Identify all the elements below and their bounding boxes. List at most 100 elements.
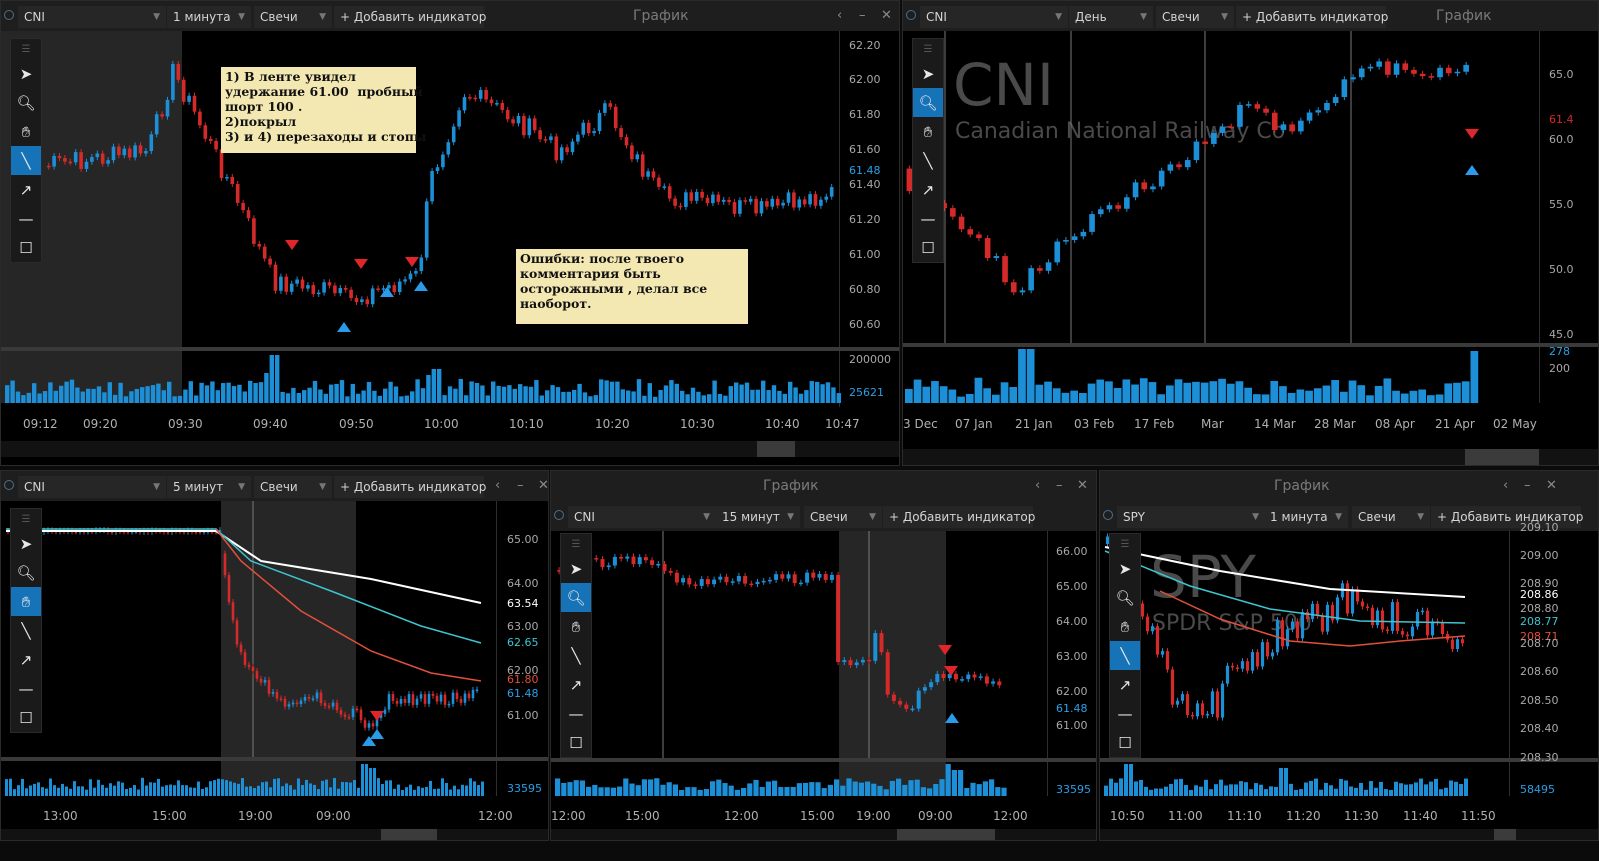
- pane-divider[interactable]: [1100, 758, 1598, 762]
- symbol-select[interactable]: CNI ▼: [568, 506, 716, 528]
- chart-type-select[interactable]: Свечи ▼: [254, 6, 332, 28]
- hand-icon[interactable]: ✋︎: [21, 122, 31, 141]
- annotation-note-2[interactable]: Ошибки: после твоего комментария быть ос…: [516, 249, 748, 324]
- pin-icon[interactable]: [4, 10, 14, 20]
- chart-type-select[interactable]: Свечи ▼: [1352, 506, 1430, 528]
- hand-icon[interactable]: ✋︎: [11, 587, 41, 616]
- navigator-handle[interactable]: [1494, 829, 1516, 840]
- hline-icon[interactable]: —: [18, 209, 34, 228]
- pointer-icon[interactable]: ➤: [569, 559, 583, 578]
- chart-type-select[interactable]: Свечи ▼: [1156, 6, 1234, 28]
- pin-icon[interactable]: [906, 10, 916, 20]
- symbol-select[interactable]: CNI ▼: [18, 476, 166, 498]
- zoom-icon[interactable]: 🔍︎: [16, 563, 36, 582]
- collapse-icon[interactable]: ‹: [1035, 478, 1041, 493]
- navigator-handle[interactable]: [381, 829, 437, 840]
- rect-icon[interactable]: ☐: [569, 733, 583, 752]
- navigator-scrollbar[interactable]: [1100, 829, 1598, 840]
- close-icon[interactable]: ✕: [538, 478, 549, 493]
- line-icon[interactable]: ╲: [1110, 641, 1140, 670]
- zoom-icon[interactable]: 🔍︎: [1115, 588, 1135, 607]
- pane-divider[interactable]: [1, 347, 899, 351]
- zoom-icon[interactable]: 🔍︎: [16, 93, 36, 112]
- collapse-icon[interactable]: ‹: [1503, 478, 1509, 493]
- add-indicator-button[interactable]: + Добавить индикатор: [1431, 506, 1583, 528]
- pin-icon[interactable]: [554, 510, 564, 520]
- zoom-icon[interactable]: 🔍︎: [561, 583, 591, 612]
- rect-icon[interactable]: ☐: [19, 238, 33, 257]
- pane-divider[interactable]: [551, 758, 1096, 762]
- hand-icon[interactable]: ✋︎: [923, 122, 933, 141]
- pin-icon[interactable]: [1103, 510, 1113, 520]
- interval-select[interactable]: 15 минут ▼: [716, 506, 800, 528]
- navigator-handle[interactable]: [897, 829, 995, 840]
- add-indicator-button[interactable]: + Добавить индикатор: [334, 6, 486, 28]
- interval-select[interactable]: 1 минута ▼: [1264, 506, 1348, 528]
- add-indicator-button[interactable]: + Добавить индикатор: [334, 476, 486, 498]
- pointer-icon[interactable]: ➤: [19, 534, 33, 553]
- annotation-note-1[interactable]: 1) В ленте увидел удержание 61.00 пробны…: [221, 67, 426, 153]
- symbol-select[interactable]: SPY ▼: [1117, 506, 1265, 528]
- grip-icon[interactable]: ☰: [923, 43, 933, 55]
- zoom-icon[interactable]: 🔍︎: [913, 88, 943, 117]
- minimize-icon[interactable]: –: [1524, 478, 1531, 493]
- hline-icon[interactable]: —: [920, 209, 936, 228]
- close-icon[interactable]: ✕: [881, 8, 892, 23]
- pane-divider[interactable]: [1, 757, 548, 761]
- add-indicator-button[interactable]: + Добавить индикатор: [1236, 6, 1388, 28]
- interval-select[interactable]: 5 минут ▼: [167, 476, 251, 498]
- hline-icon[interactable]: —: [1117, 704, 1133, 723]
- line-icon[interactable]: ╲: [21, 621, 31, 640]
- interval-select[interactable]: 1 минута ▼: [167, 6, 251, 28]
- minimize-icon[interactable]: –: [1056, 478, 1063, 493]
- minimize-icon[interactable]: –: [517, 478, 524, 493]
- arrow-icon[interactable]: ↗: [921, 180, 935, 199]
- close-icon[interactable]: ✕: [1546, 478, 1557, 493]
- add-indicator-button[interactable]: + Добавить индикатор: [883, 506, 1035, 528]
- hline-icon[interactable]: —: [18, 679, 34, 698]
- grip-icon[interactable]: ☰: [1120, 538, 1130, 550]
- price-plot[interactable]: [551, 531, 1047, 758]
- arrow-icon[interactable]: ↗: [1118, 675, 1132, 694]
- rect-icon[interactable]: ☐: [1118, 733, 1132, 752]
- pointer-icon[interactable]: ➤: [19, 64, 33, 83]
- pin-icon[interactable]: [4, 480, 14, 490]
- navigator-handle[interactable]: [1465, 449, 1539, 465]
- navigator-handle[interactable]: [757, 441, 795, 457]
- chart-type-select[interactable]: Свечи ▼: [804, 506, 882, 528]
- navigator-scrollbar[interactable]: [551, 829, 1096, 840]
- pointer-icon[interactable]: ➤: [921, 64, 935, 83]
- hand-icon[interactable]: ✋︎: [571, 617, 581, 636]
- line-icon[interactable]: ╲: [11, 146, 41, 175]
- pointer-icon[interactable]: ➤: [1118, 559, 1132, 578]
- navigator-scrollbar[interactable]: [903, 449, 1598, 465]
- rect-icon[interactable]: ☐: [921, 238, 935, 257]
- interval-select[interactable]: День ▼: [1069, 6, 1153, 28]
- candle: [635, 154, 640, 160]
- collapse-icon[interactable]: ‹: [495, 478, 501, 493]
- rect-icon[interactable]: ☐: [19, 708, 33, 727]
- arrow-icon[interactable]: ↗: [569, 675, 583, 694]
- grip-icon[interactable]: ☰: [21, 43, 31, 55]
- close-icon[interactable]: ✕: [1077, 478, 1088, 493]
- minimize-icon[interactable]: –: [859, 8, 866, 23]
- symbol-select[interactable]: CNI ▼: [920, 6, 1068, 28]
- collapse-icon[interactable]: ‹: [837, 8, 843, 23]
- arrow-icon[interactable]: ↗: [19, 650, 33, 669]
- price-plot[interactable]: [1100, 531, 1509, 758]
- price-plot[interactable]: [1, 501, 496, 757]
- navigator-scrollbar[interactable]: [1, 829, 548, 840]
- navigator-scrollbar[interactable]: [1, 441, 899, 457]
- pane-divider[interactable]: [903, 343, 1598, 347]
- arrow-icon[interactable]: ↗: [19, 180, 33, 199]
- price-plot[interactable]: [903, 31, 1539, 343]
- symbol-select[interactable]: CNI ▼: [18, 6, 166, 28]
- chart-type-select[interactable]: Свечи ▼: [254, 476, 332, 498]
- line-icon[interactable]: ╲: [923, 151, 933, 170]
- hand-icon[interactable]: ✋︎: [1120, 617, 1130, 636]
- line-icon[interactable]: ╲: [571, 646, 581, 665]
- grip-icon[interactable]: ☰: [571, 538, 581, 550]
- grip-icon[interactable]: ☰: [21, 513, 31, 525]
- hline-icon[interactable]: —: [568, 704, 584, 723]
- volume-bar: [217, 778, 220, 796]
